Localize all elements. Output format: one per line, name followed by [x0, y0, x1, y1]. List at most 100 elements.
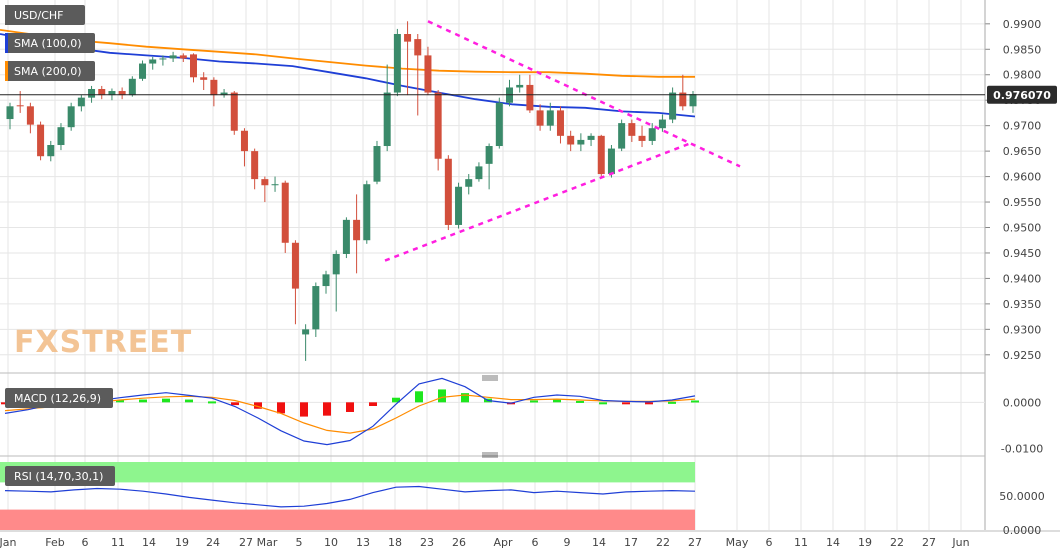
macd-histogram-bar — [461, 393, 469, 403]
candle-body — [567, 135, 575, 145]
symbol-legend-swatch — [5, 5, 8, 25]
candle-body — [618, 123, 626, 149]
candle-body — [638, 135, 646, 141]
rsi-tick-label: 0.0000 — [1003, 524, 1042, 537]
macd-histogram-bar — [668, 401, 676, 404]
candle-body — [424, 55, 432, 93]
price-tick-label: 0.9450 — [1003, 247, 1042, 260]
candle-body — [465, 179, 473, 187]
x-tick-label: 27 — [239, 536, 253, 549]
macd-histogram-bar — [116, 400, 124, 403]
candle-body — [77, 97, 85, 107]
candle-body — [149, 59, 157, 64]
macd-histogram-bar — [185, 399, 193, 403]
x-tick-label: 26 — [452, 536, 466, 549]
macd-tick-label: -0.0100 — [1001, 442, 1043, 455]
candle-body — [271, 184, 279, 186]
price-tick-label: 0.9250 — [1003, 349, 1042, 362]
macd-tick-label: 0.0000 — [1003, 396, 1042, 409]
x-tick-label: 14 — [826, 536, 840, 549]
x-tick-label: 10 — [324, 536, 338, 549]
price-tick-label: 0.9550 — [1003, 196, 1042, 209]
candle-body — [240, 130, 248, 152]
x-tick-label: Jun — [951, 536, 969, 549]
candle-body — [47, 145, 55, 157]
candle-body — [587, 135, 595, 140]
candle-body — [546, 110, 554, 126]
macd-histogram-bar — [254, 402, 262, 409]
candle-body — [179, 55, 187, 59]
macd-legend-label: MACD (12,26,9) — [14, 392, 101, 405]
rsi-legend-box — [5, 466, 115, 486]
macd-histogram-bar — [622, 402, 630, 405]
symbol-legend-box — [5, 5, 85, 25]
candle-body — [210, 79, 218, 96]
macd-histogram-bar — [553, 399, 561, 403]
x-tick-label: Mar — [257, 536, 278, 549]
x-tick-label: 11 — [794, 536, 808, 549]
sma100-line — [0, 33, 696, 118]
candle-body — [189, 54, 197, 78]
candle-body — [648, 128, 656, 141]
x-tick-label: 9 — [564, 536, 571, 549]
candle-body — [220, 92, 228, 96]
candle-body — [128, 78, 136, 96]
candle-body — [669, 92, 677, 120]
macd-signal-line — [4, 394, 696, 434]
rsi-oversold-zone — [0, 509, 695, 530]
x-tick-label: Apr — [493, 536, 513, 549]
candle-body — [444, 158, 452, 225]
last-price-label: 0.976070 — [993, 89, 1051, 102]
price-tick-label: 0.9900 — [1003, 18, 1042, 31]
x-tick-label: 22 — [890, 536, 904, 549]
macd-histogram-bar — [369, 402, 377, 406]
x-tick-label: 17 — [624, 536, 638, 549]
price-tick-label: 0.9400 — [1003, 272, 1042, 285]
macd-histogram-bar — [392, 397, 400, 403]
candle-body — [485, 146, 493, 164]
candle-body — [383, 92, 391, 147]
candle-body — [291, 242, 299, 289]
candle-body — [414, 39, 422, 56]
macd-histogram-bar — [530, 400, 538, 403]
candle-body — [607, 148, 615, 175]
candle-body — [628, 123, 636, 136]
x-tick-label: 6 — [532, 536, 539, 549]
x-tick-label: Jan — [0, 536, 17, 549]
macd-histogram-bar — [691, 400, 699, 403]
macd-histogram-bar — [208, 401, 216, 404]
candle-body — [139, 63, 147, 79]
price-tick-label: 0.9850 — [1003, 43, 1042, 56]
sma100-legend-swatch — [5, 33, 8, 53]
candle-body — [597, 135, 605, 175]
candle-body — [230, 92, 238, 131]
candle-body — [67, 106, 75, 128]
candle-body — [516, 84, 524, 88]
price-tick-label: 0.9350 — [1003, 298, 1042, 311]
x-tick-label: 27 — [922, 536, 936, 549]
macd-histogram-bar — [300, 402, 308, 417]
x-tick-label: 22 — [656, 536, 670, 549]
macd-histogram-bar — [231, 402, 239, 406]
candle-body — [455, 186, 463, 225]
macd-histogram-bar — [277, 402, 285, 414]
candle-body — [495, 102, 503, 147]
x-tick-label: 27 — [688, 536, 702, 549]
x-tick-label: May — [726, 536, 749, 549]
price-tick-label: 0.9600 — [1003, 171, 1042, 184]
candle-body — [108, 91, 116, 96]
candle-body — [689, 94, 697, 107]
candle-body — [475, 166, 483, 180]
price-tick-label: 0.9300 — [1003, 323, 1042, 336]
candle-body — [526, 84, 534, 111]
x-tick-label: 19 — [175, 536, 189, 549]
watermark-logo: FXSTREET — [14, 325, 192, 360]
macd-histogram-bar — [438, 389, 446, 403]
candle-body — [312, 286, 320, 330]
sma200-line — [0, 29, 695, 78]
candle-body — [393, 34, 401, 93]
candle-body — [88, 88, 96, 98]
candle-body — [6, 106, 14, 120]
